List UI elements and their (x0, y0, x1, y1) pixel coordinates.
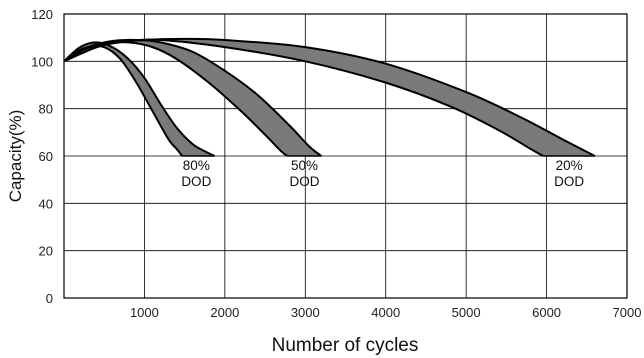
plot-frame (63, 13, 628, 299)
x-tick-label: 1000 (130, 305, 159, 320)
y-tick-label: 20 (39, 244, 53, 259)
dod-band-lower-line (63, 41, 289, 157)
x-tick-label: 2000 (210, 305, 239, 320)
dod-text-label: DOD (289, 174, 319, 189)
dod-percent-label: 20% (556, 158, 583, 173)
y-axis-ticks: 0 20 40 60 80 100 120 (31, 7, 53, 306)
x-tick-label: 7000 (613, 305, 642, 320)
dod-percent-label: 50% (291, 158, 318, 173)
dod-band-fill (64, 39, 322, 156)
y-tick-label: 80 (39, 102, 53, 117)
dod-band-fill (64, 38, 595, 156)
dod-text-label: DOD (181, 174, 211, 189)
x-tick-label: 6000 (532, 305, 561, 320)
dod-band-lower-line (63, 38, 544, 157)
y-tick-label: 120 (31, 7, 53, 22)
dod-percent-label: 80% (183, 158, 210, 173)
y-tick-label: 40 (39, 196, 53, 211)
x-tick-label: 3000 (291, 305, 320, 320)
dod-band-upper-line (63, 38, 322, 157)
dod-band-upper-line (63, 41, 215, 157)
y-tick-label: 0 (46, 291, 53, 306)
x-axis-title: Number of cycles (272, 335, 419, 356)
y-tick-label: 100 (31, 54, 53, 69)
dod-text-label: DOD (554, 174, 584, 189)
y-tick-label: 60 (39, 149, 53, 164)
x-tick-label: 5000 (452, 305, 481, 320)
x-tick-label: 4000 (371, 305, 400, 320)
x-axis-ticks: 1000 2000 3000 4000 5000 6000 7000 (130, 305, 641, 320)
y-axis-title: Capacity(%) (6, 110, 25, 203)
dod-band-lower-line (63, 45, 184, 157)
dod-bands (63, 37, 596, 157)
